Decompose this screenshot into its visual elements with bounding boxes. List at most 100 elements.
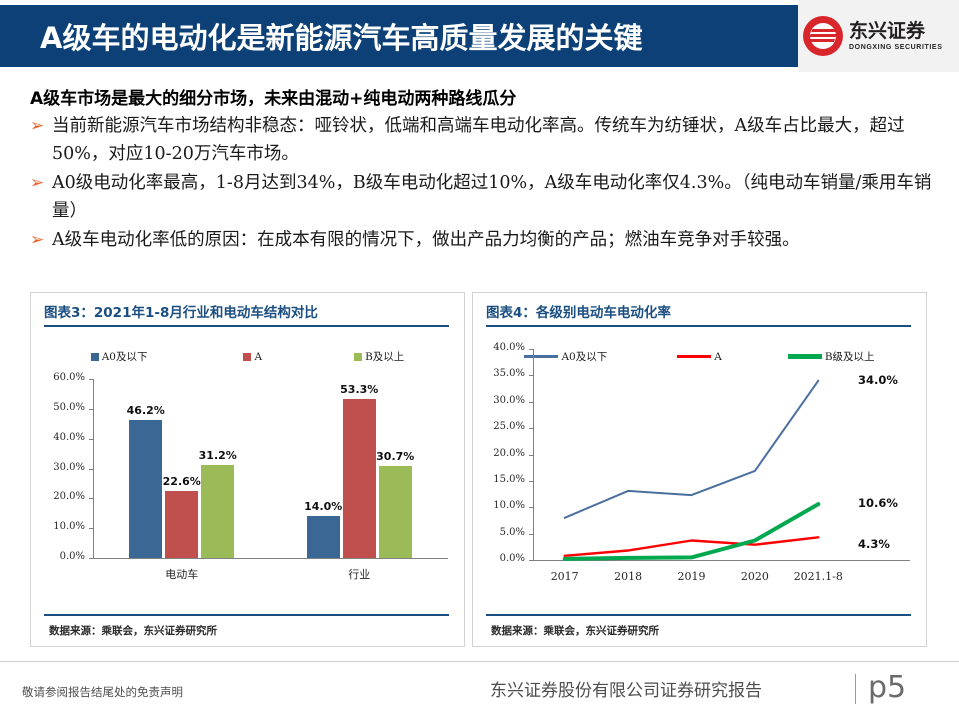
logo-plate: 东兴证券 DONGXING SECURITIES	[798, 0, 959, 72]
x-axis-tick-label: 2021.1-8	[793, 570, 843, 583]
bar-value-label: 31.2%	[198, 448, 237, 462]
line-chart: A0及以下 A B级及以上 0.0% 5.0% 10.0% 15.0% 20.0% 25.0%…	[473, 331, 926, 606]
y-axis-tick-label: 40.0%	[493, 342, 525, 353]
legend-item: A0及以下	[524, 349, 607, 364]
legend-item: B及以上	[354, 349, 404, 364]
y-axis-tick-label: 60.0%	[53, 372, 85, 383]
y-axis-tick-label: 15.0%	[493, 473, 525, 485]
line-series-group	[562, 379, 821, 561]
x-axis	[533, 560, 910, 561]
bar	[306, 516, 340, 558]
footer-disclaimer: 敬请参阅报告结尾处的免责声明	[22, 685, 183, 699]
line-end-label: 34.0%	[858, 372, 898, 387]
arrow-bullet-icon: ➢	[30, 116, 45, 136]
y-axis-tick-label: 5.0%	[499, 526, 525, 538]
source-divider	[44, 614, 449, 616]
legend-item: A	[677, 349, 722, 364]
legend-swatch	[90, 352, 99, 361]
list-item: ➢ A0级电动化率最高，1-8月达到34%，B级车电动化超过10%，A级车电动化…	[30, 169, 935, 225]
legend-label: B及以上	[365, 351, 405, 363]
y-axis-tickmark	[529, 533, 533, 535]
y-axis-tickmark	[89, 498, 93, 500]
legend-swatch	[243, 352, 252, 361]
legend-label: B级及以上	[824, 351, 875, 363]
y-axis-tickmark	[529, 375, 533, 377]
arrow-bullet-icon: ➢	[30, 230, 45, 250]
x-axis-tick-label: 2018	[614, 570, 643, 583]
bar-chart-legend: A0及以下 A B及以上	[31, 349, 464, 364]
logo-name-en: DONGXING SECURITIES	[849, 43, 943, 51]
bar	[129, 420, 163, 558]
bar	[342, 398, 376, 558]
y-axis-tick-label: 0.0%	[499, 553, 525, 564]
page-number: p5	[868, 670, 907, 705]
chart-panel-left: 图表3：2021年1-8月行业和电动车结构对比 A0及以下 A B及以上 0.0% 1…	[30, 292, 465, 647]
y-axis-tickmark	[529, 560, 533, 561]
y-axis-tickmark	[529, 401, 533, 403]
y-axis-tickmark	[89, 438, 93, 440]
list-item: ➢ A级车电动化率低的原因：在成本有限的情况下，做出产品力均衡的产品；燃油车竞争…	[30, 226, 935, 254]
logo-name-cn: 东兴证券	[849, 19, 926, 42]
legend-item: B级及以上	[787, 349, 875, 364]
bar-value-label: 53.3%	[340, 382, 379, 396]
y-axis-tick-label: 35.0%	[493, 368, 525, 380]
bar-value-label: 14.0%	[304, 500, 343, 514]
footer-separator	[855, 674, 856, 704]
y-axis-tick-label: 50.0%	[53, 401, 85, 413]
title-divider	[44, 325, 449, 327]
chart-title-figure3: 图表3：2021年1-8月行业和电动车结构对比	[44, 305, 318, 321]
legend-swatch	[354, 352, 363, 361]
y-axis-tickmark	[89, 468, 93, 470]
y-axis-tick-label: 0.0%	[59, 551, 85, 562]
arrow-bullet-icon: ➢	[30, 173, 45, 193]
y-axis-tickmark	[89, 528, 93, 530]
y-axis-tick-label: 25.0%	[493, 421, 525, 433]
y-axis-tickmark	[529, 507, 533, 509]
y-axis	[93, 379, 94, 558]
y-axis-tick-label: 10.0%	[53, 521, 85, 533]
list-item-text: A级车电动化率低的原因：在成本有限的情况下，做出产品力均衡的产品；燃油车竞争对手…	[52, 230, 800, 250]
legend-item: A0及以下	[90, 349, 148, 364]
y-axis-tickmark	[529, 480, 533, 482]
x-axis-tick-label: 2019	[677, 570, 706, 583]
page-title: A级车的电动化是新能源汽车高质量发展的关键	[40, 21, 643, 55]
y-axis-tick-label: 40.0%	[53, 431, 85, 443]
y-axis-tick-label: 30.0%	[493, 394, 525, 406]
line-end-label: 10.6%	[858, 496, 898, 511]
line-series	[563, 536, 820, 558]
line-end-label: 4.3%	[858, 537, 890, 552]
slide-footer: 敬请参阅报告结尾处的免责声明 东兴证券股份有限公司证券研究报告 p5	[0, 661, 959, 719]
x-axis-tick-label: 2017	[550, 570, 579, 583]
x-axis	[93, 558, 448, 559]
chart-title-figure4: 图表4：各级别电动车电动化率	[486, 305, 671, 321]
source-divider	[486, 614, 911, 616]
x-axis-tick-label: 电动车	[165, 568, 199, 581]
legend-label: A	[714, 350, 722, 363]
chart-source-left: 数据来源：乘联会，东兴证券研究所	[49, 625, 217, 637]
bar-chart: A0及以下 A B及以上 0.0% 10.0% 20.0% 30.0% 40.0% 50.0%…	[31, 331, 464, 606]
y-axis-tickmark	[89, 558, 93, 559]
bullet-list: ➢ 当前新能源汽车市场结构非稳态：哑铃状，低端和高端车电动化率高。传统车为纺锤状…	[30, 112, 935, 255]
legend-label: A	[254, 350, 263, 363]
title-divider	[486, 325, 911, 327]
y-axis-tickmark	[529, 454, 533, 456]
y-axis	[533, 349, 534, 560]
y-axis-tickmark	[89, 379, 93, 380]
footer-company: 东兴证券股份有限公司证券研究报告	[490, 681, 762, 701]
y-axis-tick-label: 20.0%	[53, 491, 85, 503]
legend-line	[677, 355, 712, 358]
bar-value-label: 22.6%	[162, 474, 201, 488]
y-axis-tickmark	[89, 408, 93, 410]
legend-line	[787, 354, 822, 359]
chart-panel-right: 图表4：各级别电动车电动化率 A0及以下 A B级及以上 0.0% 5.0% 10.0%…	[472, 292, 927, 647]
list-item-text: 当前新能源汽车市场结构非稳态：哑铃状，低端和高端车电动化率高。传统车为纺锤状，A…	[52, 116, 905, 164]
legend-label: A0及以下	[561, 351, 608, 363]
y-axis-tickmark	[529, 428, 533, 430]
company-logo: 东兴证券 DONGXING SECURITIES	[803, 14, 951, 58]
legend-label: A0及以下	[101, 351, 148, 363]
dongxing-mark-icon	[803, 16, 843, 56]
bar	[201, 464, 235, 558]
bar-value-label: 30.7%	[376, 450, 415, 464]
legend-line	[524, 355, 559, 358]
list-item: ➢ 当前新能源汽车市场结构非稳态：哑铃状，低端和高端车电动化率高。传统车为纺锤状…	[30, 112, 935, 168]
